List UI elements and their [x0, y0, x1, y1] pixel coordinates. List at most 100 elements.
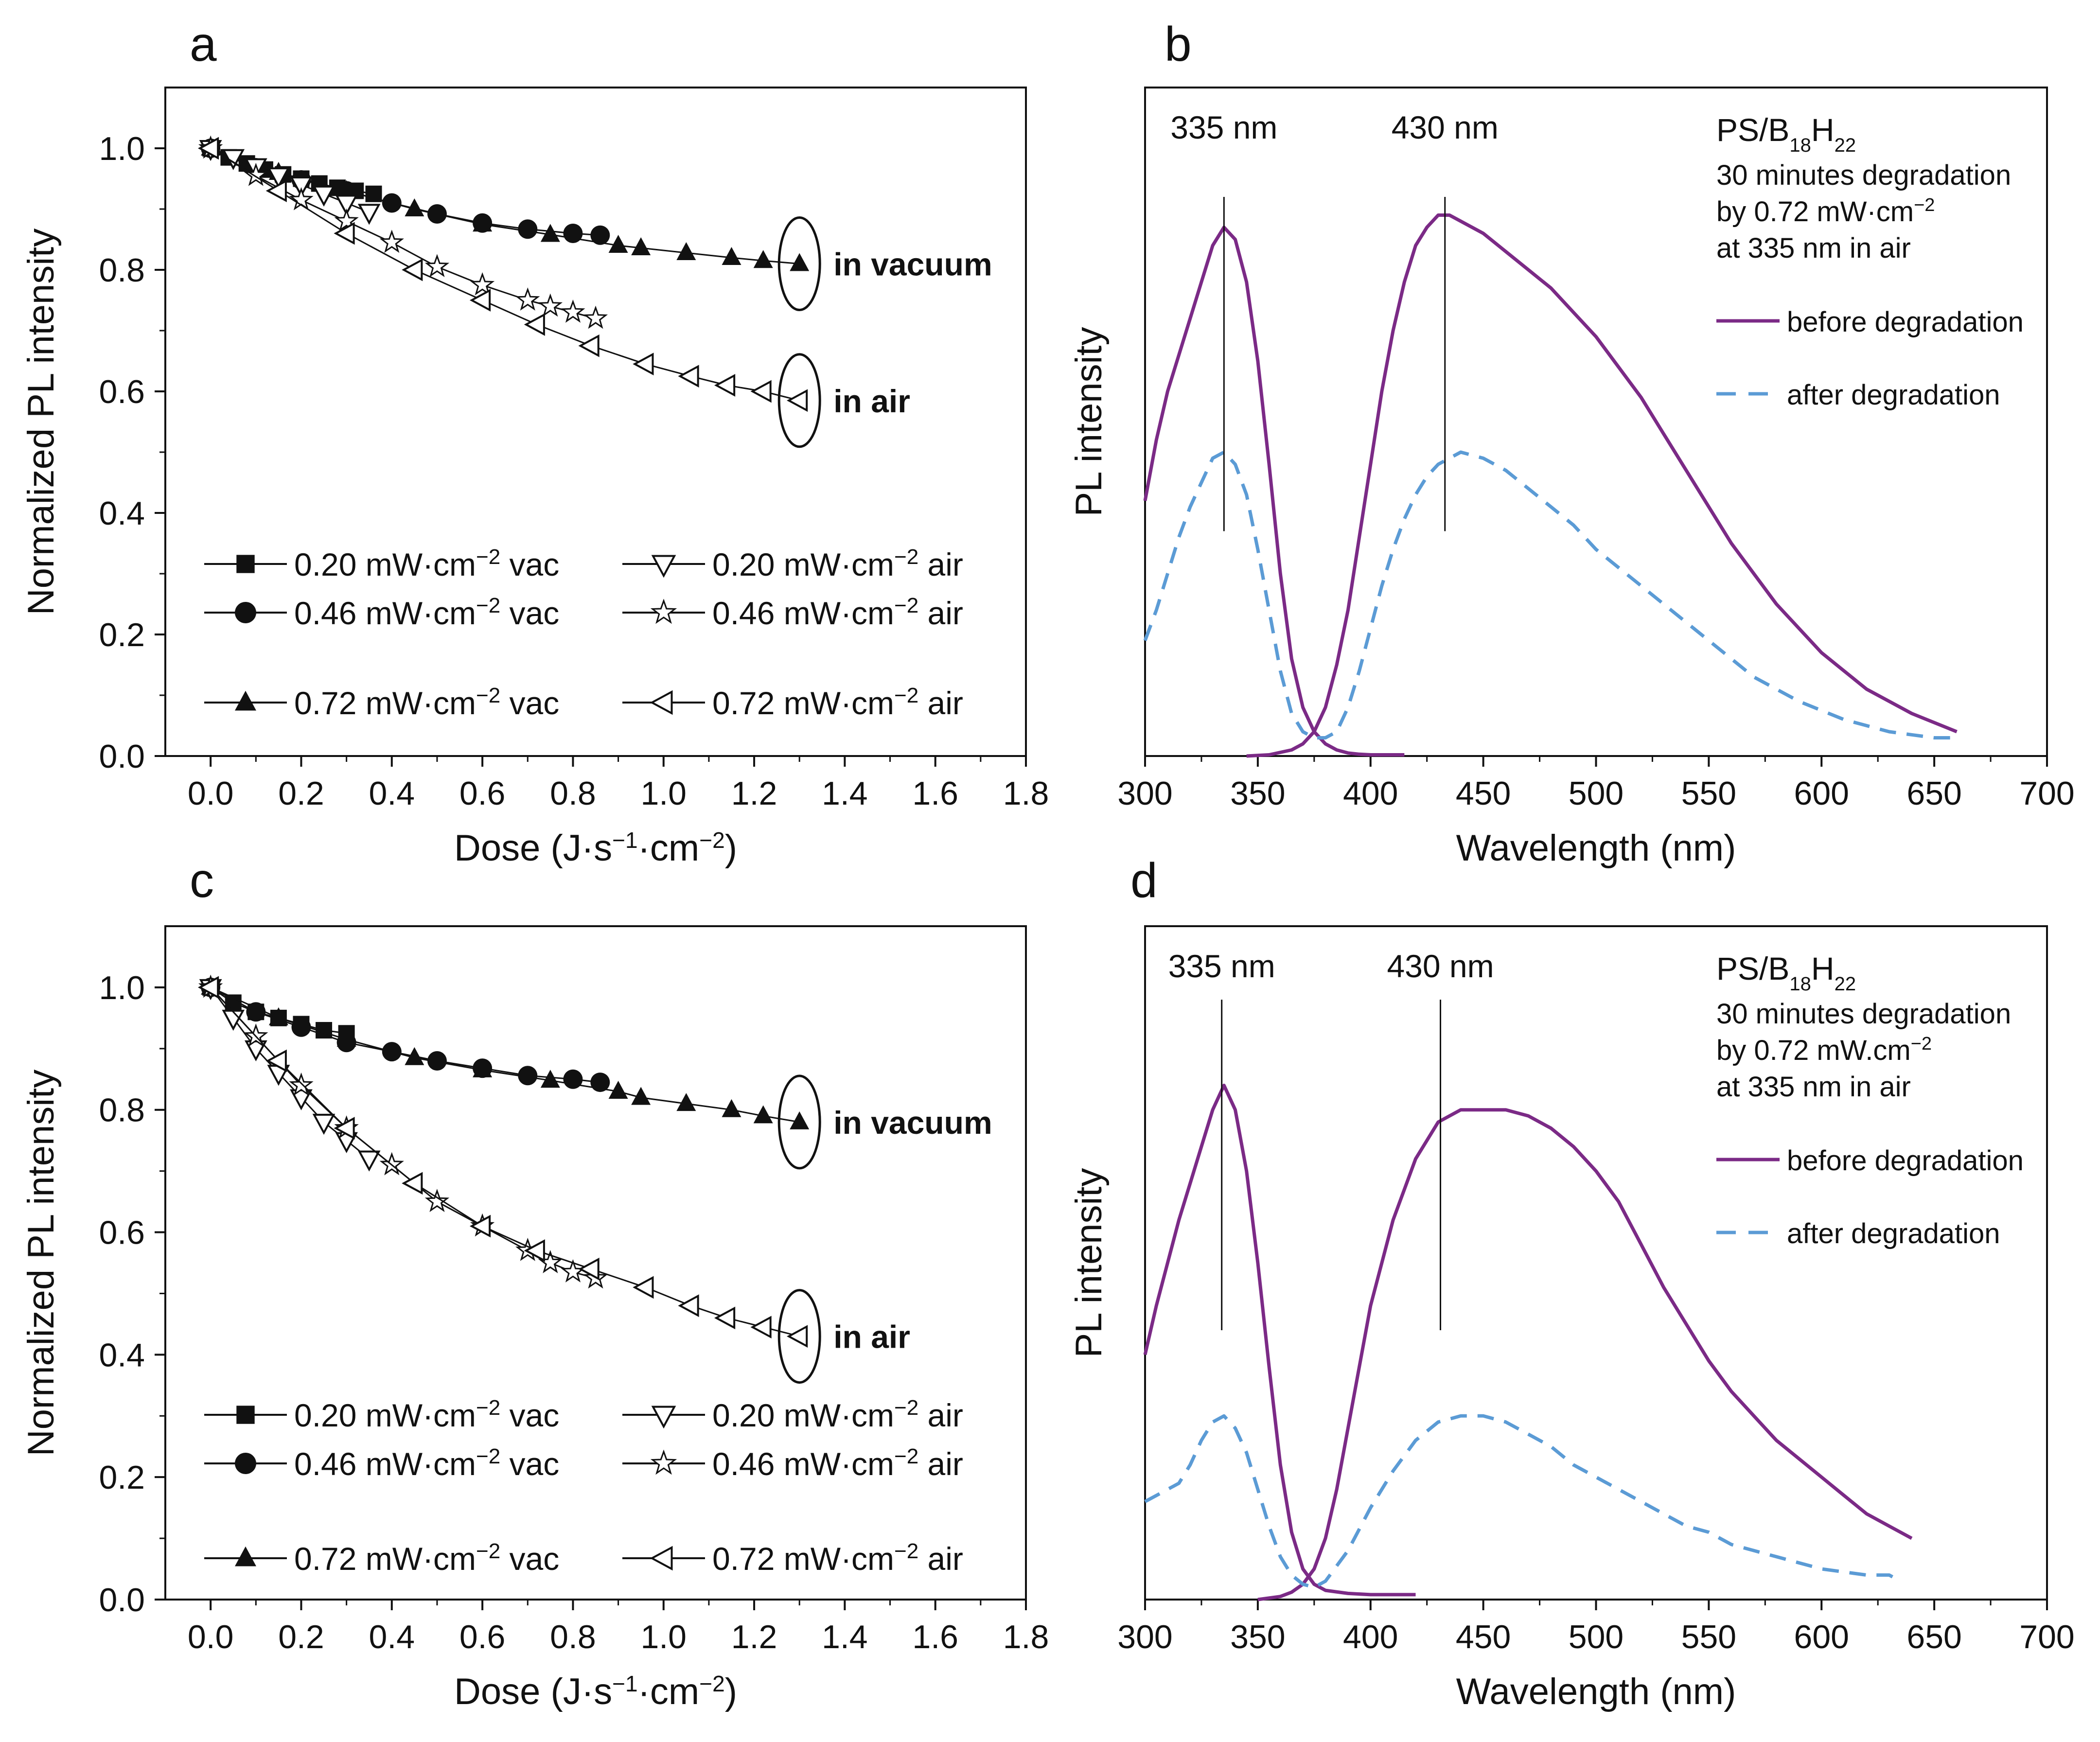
peak-label: 335 nm: [1170, 109, 1277, 145]
data-point: [267, 167, 290, 189]
data-point: [470, 272, 495, 296]
data-point: [753, 1105, 773, 1124]
data-point: [722, 1099, 741, 1117]
data-point: [538, 293, 563, 317]
panel-label: a: [190, 17, 217, 71]
legend-label-text: 0.72 mW·cm: [294, 1541, 476, 1577]
data-point: [561, 299, 585, 323]
legend-label: 0.20 mW·cm−2 vac: [294, 1396, 559, 1434]
legend-marker: [235, 602, 256, 623]
x-title-sup: −2: [699, 827, 724, 853]
legend-label-sup: −2: [476, 594, 500, 617]
data-point: [291, 1017, 311, 1037]
legend-label-sup: −2: [476, 1396, 500, 1420]
legend-label-suffix: air: [918, 1446, 963, 1482]
legend-label-suffix: air: [918, 1397, 963, 1433]
x-axis-title: Wavelength (nm): [1456, 1671, 1736, 1712]
legend-label-text: 0.20 mW·cm: [712, 546, 894, 582]
legend-marker: [235, 1453, 256, 1474]
sample-title-text: H: [1811, 112, 1835, 148]
panel-label: d: [1130, 853, 1158, 908]
data-point: [676, 1093, 696, 1111]
annotation-label: in air: [833, 1319, 910, 1355]
legend-label-text: 0.72 mW·cm: [294, 685, 476, 721]
legend-label-sup: −2: [894, 545, 918, 569]
legend-label-sup: −2: [894, 684, 918, 707]
x-title-sup: −1: [612, 1671, 637, 1696]
data-point: [357, 204, 381, 225]
x-tick-label: 650: [1906, 1619, 1961, 1655]
legend-label-text: 0.20 mW·cm: [712, 1397, 894, 1433]
legend-label: 0.20 mW·cm−2 air: [712, 1396, 963, 1434]
x-title-part: Dose (J·s: [454, 1671, 612, 1712]
data-point: [336, 180, 356, 198]
legend-label-suffix: air: [918, 595, 963, 631]
data-point: [469, 1214, 491, 1238]
legend-label-sup: −2: [476, 684, 500, 707]
data-point: [631, 1087, 651, 1105]
x-tick-label: 0.6: [459, 775, 506, 812]
panel-b: b 300 350 400 450 500 550 600 650 700 Wavelength (…: [1068, 17, 2075, 869]
legend-marker: [650, 1546, 673, 1571]
data-point: [608, 235, 628, 253]
data-point: [402, 258, 423, 282]
data-point: [334, 208, 359, 232]
x-axis: 0.0 0.2 0.4 0.6 0.8 1.0 1.2 1.4 1.6 1.8: [188, 1600, 1049, 1655]
x-title-part: Dose (J·s: [454, 827, 612, 869]
legend-label-text: 0.72 mW·cm: [712, 1541, 894, 1577]
after-degradation-curve: [1144, 1414, 1902, 1589]
data-point: [787, 389, 808, 412]
data-point: [473, 1059, 493, 1077]
info-line: 30 minutes degradation: [1716, 159, 2011, 191]
y-tick-label: 0.6: [99, 1214, 145, 1251]
data-point: [750, 380, 772, 403]
legend-label-text: 0.46 mW·cm: [294, 595, 476, 631]
data-point: [424, 254, 450, 278]
data-point: [608, 1080, 628, 1099]
y-axis-title: PL intensity: [1068, 1168, 1110, 1357]
legend-label: after degradation: [1787, 379, 2000, 411]
data-point: [524, 1239, 545, 1262]
legend-label-suffix: vac: [500, 546, 559, 582]
legend-label: 0.72 mW·cm−2 vac: [294, 1539, 559, 1577]
legend-label-text: 0.72 mW·cm: [712, 685, 894, 721]
info-line: at 335 nm in air: [1716, 1071, 1911, 1103]
x-tick-label: 1.2: [731, 1619, 777, 1655]
legend-label: 0.46 mW·cm−2 air: [712, 594, 963, 632]
x-tick-label: 0.0: [188, 775, 234, 812]
y-axis: 0.0 0.2 0.4 0.6 0.8 1.0: [99, 969, 165, 1619]
y-tick-label: 0.0: [99, 1582, 145, 1619]
sample-title-sub: 18: [1789, 973, 1811, 995]
after-degradation-curve: [1143, 450, 1957, 739]
legend-label-suffix: vac: [500, 595, 559, 631]
x-tick-label: 0.0: [188, 1619, 234, 1655]
legend-marker: [651, 1406, 676, 1429]
legend-label-sup: −2: [476, 545, 500, 569]
legend: before degradation after degradation: [1716, 306, 2024, 411]
x-tick-label: 350: [1230, 775, 1285, 812]
data-point: [714, 374, 736, 397]
data-point: [578, 1257, 600, 1281]
x-axis: 300 350 400 450 500 550 600 650 700: [1117, 1600, 2075, 1655]
data-point: [427, 1051, 447, 1071]
x-title-sup: −2: [699, 1671, 724, 1696]
info-line-sup: −2: [1914, 195, 1935, 215]
panel-d: d 300 350 400 450 500 550 600 650 700 Wavelength (…: [1068, 853, 2075, 1712]
legend-label-sup: −2: [476, 1539, 500, 1563]
x-tick-label: 500: [1569, 775, 1624, 812]
x-tick-label: 1.4: [822, 775, 868, 812]
data-point: [405, 198, 424, 216]
legend-label-text: 0.46 mW·cm: [712, 1446, 894, 1482]
data-point: [197, 976, 219, 999]
x-tick-label: 550: [1681, 775, 1736, 812]
x-axis: 0.0 0.2 0.4 0.6 0.8 1.0 1.2 1.4 1.6 1.8: [188, 756, 1049, 812]
info-line: by 0.72 mW.cm−2: [1716, 1034, 1932, 1066]
panel-a: a 0.0 0.2 0.4 0.6 0.8 1.0 1.2 1.4 1.6 1.8 0.0 0.2 0.4…: [20, 17, 1049, 869]
sample-title-sub: 22: [1835, 135, 1856, 156]
series-group: [197, 135, 810, 412]
y-axis-title: Normalized PL intensity: [20, 1070, 62, 1457]
y-tick-label: 0.2: [99, 1459, 145, 1496]
x-tick-label: 1.8: [1003, 775, 1049, 812]
x-title-part: ): [725, 827, 737, 869]
